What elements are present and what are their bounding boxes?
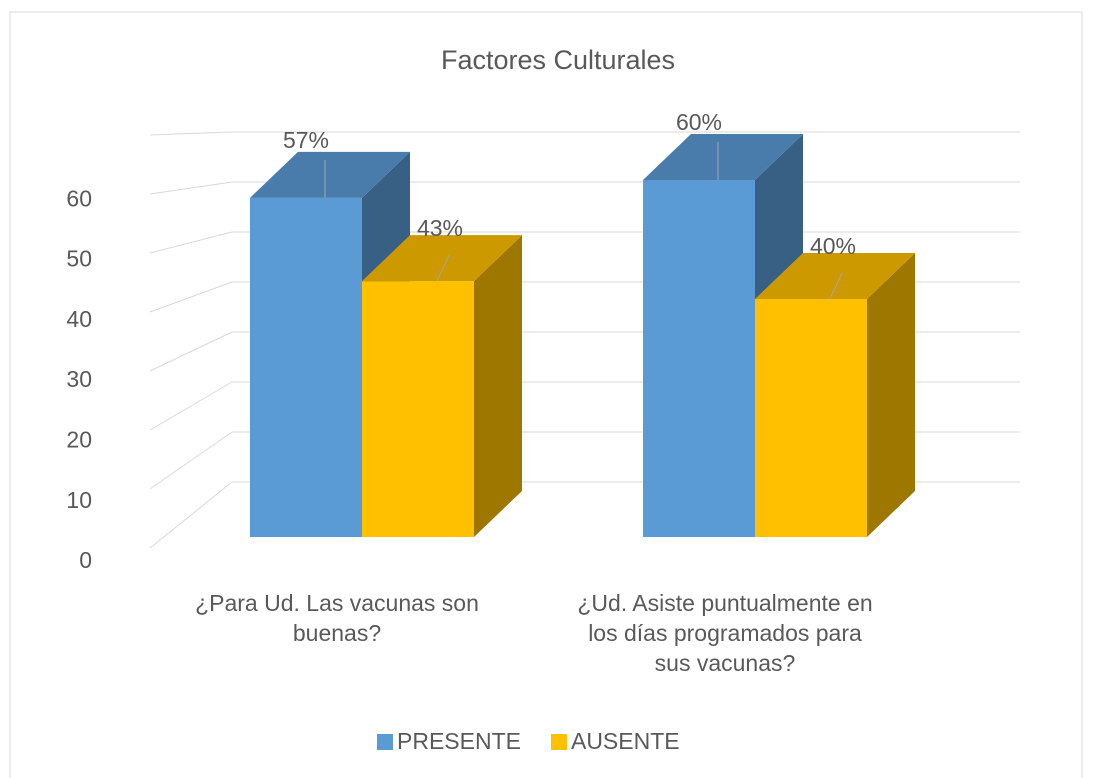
chart-frame [9,11,1083,778]
y-tick-label: 10 [66,487,92,513]
wall-line [149,131,233,136]
wall-line [149,381,233,431]
bar [250,197,362,537]
wall-line [149,281,233,313]
wall-line [149,181,233,195]
data-label: 43% [417,215,463,241]
y-tick-label: 30 [66,366,92,392]
data-label: 40% [810,233,856,259]
y-tick-label: 20 [66,427,92,453]
chart-title: Factores Culturales [441,45,675,75]
data-label: 57% [283,127,329,153]
y-tick-label: 60 [66,185,92,211]
bar-side [474,235,522,537]
y-tick-label: 40 [66,306,92,332]
data-label: 60% [676,109,722,135]
wall-line [149,331,233,372]
legend-swatch [377,734,393,750]
x-tick-label: ¿Ud. Asiste puntualmente en los días pro… [577,590,873,676]
legend-label: AUSENTE [571,728,680,754]
bar-top [362,235,522,282]
leader-line [829,272,843,300]
bar-top [250,151,410,198]
bar [643,180,755,537]
wall-line [149,231,233,254]
wall-line [149,481,233,549]
bar-top [755,253,915,299]
bar-side [867,253,915,537]
x-tick-label: ¿Para Ud. Las vacunas son buenas? [195,590,479,646]
bar [362,281,474,537]
y-tick-label: 0 [79,547,92,573]
legend-label: PRESENTE [397,728,521,754]
wall-line [149,431,233,490]
legend-swatch [550,734,567,750]
leader-line [436,254,450,282]
bar [755,299,867,537]
bar-top [643,134,803,180]
y-tick-label: 50 [66,246,92,272]
